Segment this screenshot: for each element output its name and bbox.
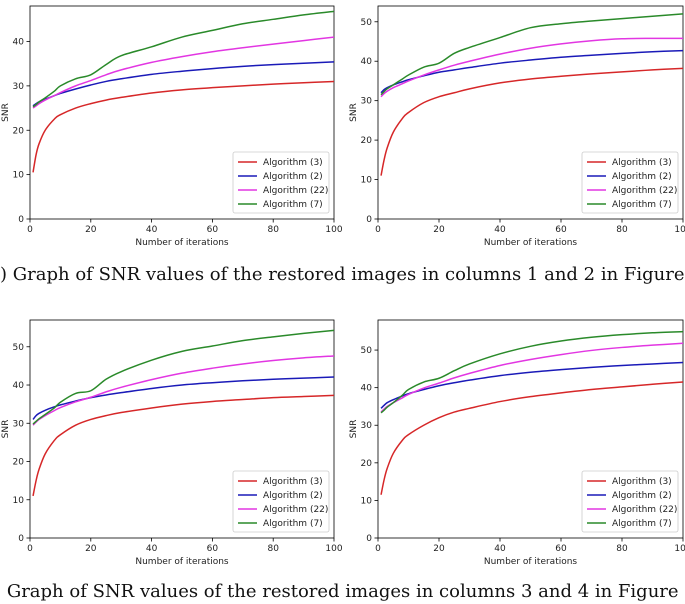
- series-line-algorithm-7: [32, 329, 334, 425]
- x-tick-label: 80: [616, 225, 628, 235]
- y-tick-label: 50: [361, 346, 373, 356]
- x-axis-label: Number of iterations: [135, 238, 229, 248]
- caption-b: (b) Graph of SNR values of the restored …: [0, 581, 685, 602]
- y-tick-label: 50: [361, 18, 373, 28]
- y-tick-label: 20: [361, 459, 373, 469]
- series-line-algorithm-3: [32, 80, 334, 173]
- x-tick-label: 100: [674, 225, 685, 235]
- y-tick-label: 10: [13, 171, 25, 181]
- legend-label: Algorithm (2): [612, 172, 672, 182]
- x-tick-label: 100: [325, 225, 342, 235]
- x-tick-label: 80: [616, 544, 628, 554]
- y-tick-label: 20: [13, 126, 25, 136]
- x-tick-label: 20: [433, 225, 445, 235]
- x-tick-label: 60: [207, 544, 219, 554]
- caption-b-text: (b) Graph of SNR values of the restored …: [0, 581, 684, 602]
- legend-label: Algorithm (3): [612, 158, 672, 168]
- legend-label: Algorithm (22): [263, 505, 328, 515]
- legend-label: Algorithm (22): [612, 186, 677, 196]
- legend-label: Algorithm (22): [612, 505, 677, 515]
- legend-label: Algorithm (3): [263, 477, 323, 487]
- x-tick-label: 40: [146, 225, 158, 235]
- legend-box: [581, 151, 679, 214]
- series-line-algorithm-22: [32, 36, 334, 109]
- series-line-algorithm-2: [32, 376, 334, 420]
- y-tick-label: 50: [13, 343, 25, 353]
- legend-label: Algorithm (2): [263, 491, 323, 501]
- x-tick-label: 0: [375, 544, 381, 554]
- legend-box: [232, 470, 330, 533]
- legend-label: Algorithm (22): [263, 186, 328, 196]
- series-line-algorithm-3: [380, 67, 683, 176]
- y-axis-label: SNR: [349, 420, 359, 439]
- x-tick-label: 20: [433, 544, 445, 554]
- chart-panel-b-right: 0 20 40 60 80 100 0 10 20 30 40 50 Number of iterati…: [349, 319, 685, 567]
- y-axis-label: SNR: [1, 420, 11, 439]
- y-tick-label: 40: [361, 384, 373, 394]
- x-tick-label: 0: [27, 225, 33, 235]
- series-line-algorithm-7: [380, 330, 683, 414]
- x-tick-label: 0: [27, 544, 33, 554]
- legend-label: Algorithm (2): [612, 491, 672, 501]
- caption-a-text: (a) Graph of SNR values of the restored …: [0, 264, 685, 285]
- legend-label: Algorithm (3): [263, 158, 323, 168]
- y-tick-label: 10: [361, 496, 373, 506]
- legend-box: [581, 470, 679, 533]
- series-line-algorithm-7: [380, 13, 683, 96]
- series-line-algorithm-7: [32, 10, 334, 108]
- x-axis-label: Number of iterations: [135, 557, 229, 567]
- y-axis-label: SNR: [349, 103, 359, 122]
- y-tick-label: 40: [361, 57, 373, 67]
- x-tick-label: 40: [494, 225, 506, 235]
- x-tick-label: 100: [674, 544, 685, 554]
- x-tick-label: 60: [207, 225, 219, 235]
- legend-label: Algorithm (7): [612, 519, 672, 529]
- chart-panel-a-right: 0 20 40 60 80 100 0 10 20 30 40 50 Number of iterati…: [349, 5, 685, 248]
- legend-label: Algorithm (7): [263, 519, 323, 529]
- series-line-algorithm-2: [380, 361, 683, 409]
- y-tick-label: 0: [366, 534, 372, 544]
- y-tick-label: 30: [361, 421, 373, 431]
- series-line-algorithm-3: [380, 381, 683, 495]
- y-tick-label: 30: [13, 419, 25, 429]
- y-tick-label: 0: [18, 534, 24, 544]
- legend-box: [232, 151, 330, 214]
- legend-label: Algorithm (7): [612, 200, 672, 210]
- x-tick-label: 60: [555, 225, 567, 235]
- x-tick-label: 40: [494, 544, 506, 554]
- x-tick-label: 0: [375, 225, 381, 235]
- x-tick-label: 60: [555, 544, 567, 554]
- x-tick-label: 80: [267, 225, 279, 235]
- y-tick-label: 20: [361, 136, 373, 146]
- y-tick-label: 10: [361, 176, 373, 186]
- y-tick-label: 40: [13, 381, 25, 391]
- y-tick-label: 10: [13, 496, 25, 506]
- x-tick-label: 40: [146, 544, 158, 554]
- series-line-algorithm-22: [380, 37, 683, 98]
- legend-label: Algorithm (2): [263, 172, 323, 182]
- chart-panel-a-left: 0 20 40 60 80 100 0 10 20 30 40 Number of iteration…: [1, 5, 343, 248]
- chart-panel-b-left: 0 20 40 60 80 100 0 10 20 30 40 50 Number of iterati…: [1, 319, 343, 567]
- x-tick-label: 20: [85, 544, 97, 554]
- series-line-algorithm-22: [32, 355, 334, 426]
- y-tick-label: 0: [366, 215, 372, 225]
- y-tick-label: 30: [361, 97, 373, 107]
- legend-label: Algorithm (7): [263, 200, 323, 210]
- y-tick-label: 20: [13, 458, 25, 468]
- legend-label: Algorithm (3): [612, 477, 672, 487]
- x-tick-label: 100: [325, 544, 342, 554]
- x-tick-label: 20: [85, 225, 97, 235]
- y-tick-label: 30: [13, 82, 25, 92]
- y-axis-label: SNR: [1, 103, 11, 122]
- x-axis-label: Number of iterations: [484, 238, 578, 248]
- y-tick-label: 40: [13, 38, 25, 48]
- caption-a: (a) Graph of SNR values of the restored …: [0, 264, 685, 285]
- series-line-algorithm-3: [32, 394, 334, 497]
- x-tick-label: 80: [267, 544, 279, 554]
- y-tick-label: 0: [18, 215, 24, 225]
- x-axis-label: Number of iterations: [484, 557, 578, 567]
